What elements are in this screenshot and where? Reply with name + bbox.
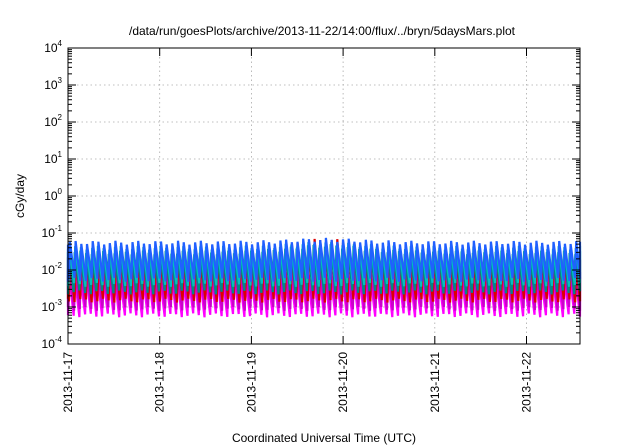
chart-title: /data/run/goesPlots/archive/2013-11-22/1…: [129, 24, 516, 38]
y-tick-labels: 10-4 10-3 10-2 10-1 100 101 102 103 104: [42, 39, 63, 351]
y-tick-label: 101: [44, 150, 62, 166]
y-tick-label: 104: [44, 39, 62, 55]
x-tick-label: 2013-11-21: [428, 352, 442, 413]
axis-ticks: [67, 47, 580, 345]
y-tick-label: 102: [44, 113, 62, 129]
x-tick-label: 2013-11-20: [336, 352, 350, 413]
y-tick-label: 103: [44, 76, 62, 92]
y-tick-label: 10-3: [42, 298, 63, 314]
y-tick-label: 10-4: [42, 335, 63, 351]
y-axis-label: cGy/day: [13, 174, 27, 218]
x-tick-label: 2013-11-19: [244, 352, 258, 413]
x-tick-label: 2013-11-22: [520, 352, 534, 413]
series-line: [66, 237, 582, 282]
series-layer: [66, 237, 582, 318]
x-tick-labels: 2013-11-17 2013-11-18 2013-11-19 2013-11-20…: [61, 352, 534, 413]
x-tick-label: 2013-11-17: [61, 352, 75, 413]
x-tick-label: 2013-11-18: [153, 352, 167, 413]
y-tick-label: 10-1: [42, 224, 63, 240]
x-axis-label: Coordinated Universal Time (UTC): [232, 431, 416, 445]
y-tick-label: 10-2: [42, 261, 63, 277]
y-tick-label: 100: [44, 187, 62, 203]
